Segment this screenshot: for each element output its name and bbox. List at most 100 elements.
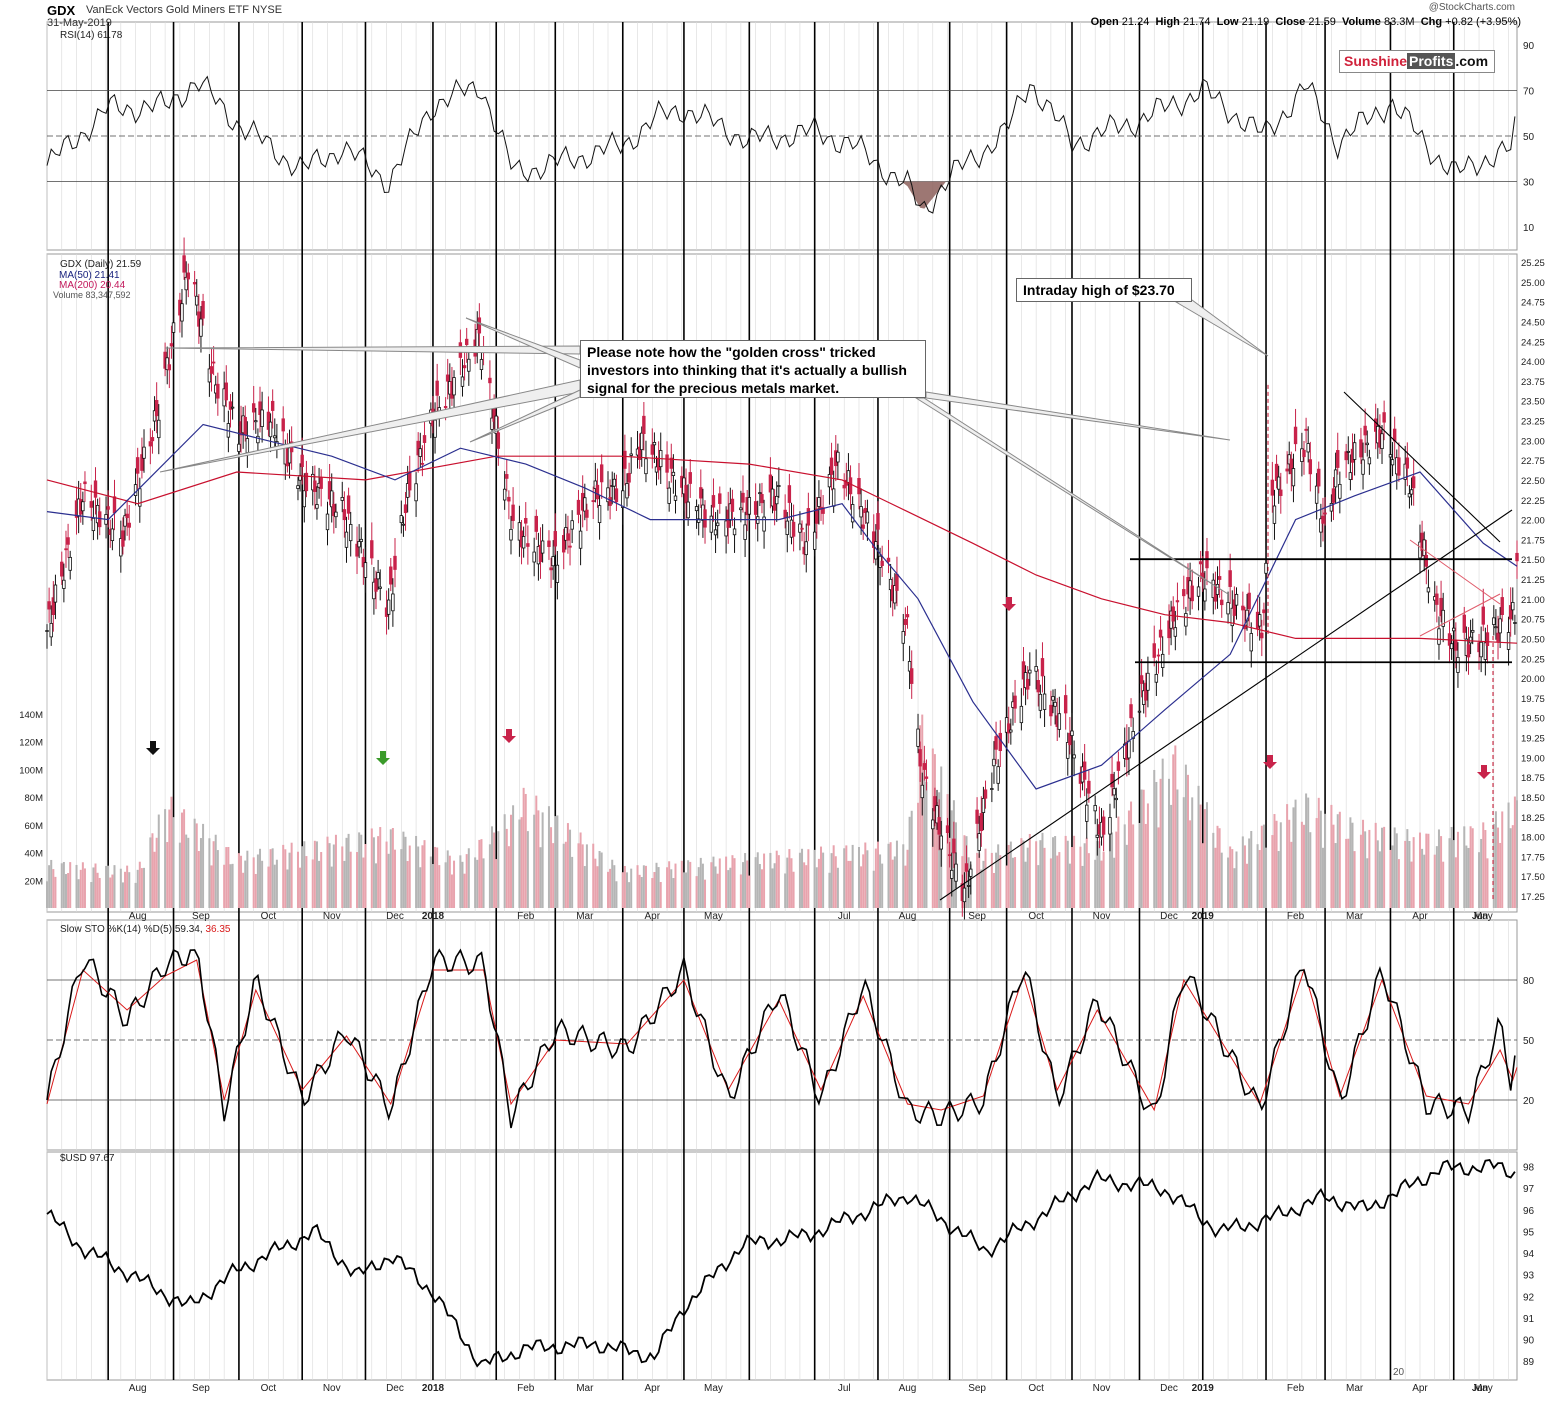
candle-body <box>732 528 737 536</box>
candle-body <box>1220 599 1224 606</box>
volume-bar <box>689 861 692 908</box>
candle-body <box>964 863 969 872</box>
candle-body <box>1276 476 1281 490</box>
callout-pointer <box>925 391 1231 441</box>
volume-bar <box>874 848 877 908</box>
volume-label-legend: Volume 83,347,592 <box>53 290 131 300</box>
candle-body <box>1112 788 1116 796</box>
candle-body <box>1158 629 1163 638</box>
price-y-tick: 19.75 <box>1521 694 1545 705</box>
candle-body <box>507 496 511 502</box>
volume-bar <box>630 868 633 908</box>
volume-bar <box>318 860 321 908</box>
ticker-symbol: GDX <box>47 3 76 18</box>
ma200-label: MA(200) 20.44 <box>59 280 126 291</box>
volume-bar <box>444 862 447 908</box>
volume-bar <box>908 816 911 908</box>
volume-bar <box>1499 842 1502 908</box>
price-y-tick: 19.25 <box>1521 734 1545 745</box>
candle-body <box>1234 593 1239 606</box>
volume-bar <box>1448 838 1451 908</box>
volume-bar <box>193 818 196 908</box>
candle-body <box>154 400 159 417</box>
panel-usd-frame <box>46 1151 1518 1381</box>
candle-body <box>1390 459 1395 466</box>
candle-body <box>462 365 467 369</box>
volume-bar <box>1378 851 1381 908</box>
candle-body <box>945 825 950 833</box>
candle-body <box>81 501 85 512</box>
price-y-tick: 20.75 <box>1521 615 1545 626</box>
candle-body <box>975 809 979 824</box>
volume-bar <box>429 856 432 908</box>
volume-bar <box>815 867 818 908</box>
usd-label: $USD 97.67 <box>60 1153 115 1164</box>
volume-y-tick: 20M <box>25 876 44 887</box>
candle-body <box>947 854 952 857</box>
volume-bar <box>526 831 529 908</box>
volume-bar <box>151 833 154 908</box>
volume-bar <box>651 878 654 908</box>
x-tick-label: 2019 <box>1192 911 1215 922</box>
volume-bar <box>1404 840 1407 908</box>
rsi-y-tick: 50 <box>1523 132 1535 143</box>
price-y-tick: 17.50 <box>1521 872 1545 883</box>
candle-body <box>621 490 625 508</box>
volume-bar <box>476 859 479 908</box>
volume-bar <box>524 793 527 908</box>
volume-bar <box>1189 820 1192 908</box>
candle-body <box>903 618 908 625</box>
volume-bar <box>1497 827 1500 908</box>
volume-bar <box>550 827 553 908</box>
x-tick-label: Nov <box>1093 1383 1111 1394</box>
volume-bar <box>879 854 882 908</box>
candle-body <box>629 453 633 456</box>
volume-bar <box>83 868 86 908</box>
candle-body <box>1426 587 1431 593</box>
volume-bar <box>1248 838 1251 908</box>
candle-body <box>806 508 811 526</box>
candle-body <box>1087 780 1091 794</box>
volume-bar <box>168 809 171 908</box>
candle-body <box>1409 489 1414 495</box>
candle-body <box>1116 761 1121 771</box>
candle-body <box>106 506 110 510</box>
volume-bar <box>1395 833 1398 908</box>
volume-bar <box>659 882 662 908</box>
volume-bar <box>1418 832 1421 908</box>
candle-body <box>1042 693 1047 710</box>
volume-bar <box>672 878 675 908</box>
sto-y-tick: 50 <box>1523 1036 1535 1047</box>
volume-bar <box>1290 841 1293 908</box>
volume-bar <box>212 841 215 908</box>
candle-body <box>804 541 808 556</box>
candle-body <box>1274 463 1279 481</box>
volume-bar <box>1005 865 1008 908</box>
candle-body <box>386 599 391 615</box>
candle-body <box>1454 640 1458 651</box>
high-value: 21.74 <box>1182 16 1211 28</box>
price-y-tick: 17.75 <box>1521 852 1545 863</box>
candle-body <box>922 763 927 770</box>
candle-body <box>51 597 56 615</box>
volume-bar <box>615 881 618 908</box>
volume-bar <box>701 863 704 908</box>
candle-body <box>880 560 884 566</box>
candle-body <box>1257 614 1262 627</box>
volume-bar <box>421 845 424 908</box>
volume-bar <box>697 867 700 908</box>
volume-bar <box>1465 845 1468 908</box>
candle-body <box>334 511 338 518</box>
volume-bar <box>786 857 789 908</box>
volume-bar <box>271 848 274 908</box>
volume-bar <box>465 854 468 908</box>
volume-bar <box>790 858 793 908</box>
candle-body <box>667 487 671 504</box>
candle-body <box>540 540 545 554</box>
volume-bar <box>539 847 542 908</box>
candle-body <box>1114 797 1118 801</box>
usd-y-tick: 95 <box>1523 1227 1535 1238</box>
volume-bar <box>438 865 441 908</box>
volume-bar <box>1482 822 1485 908</box>
candle-body <box>83 481 87 485</box>
